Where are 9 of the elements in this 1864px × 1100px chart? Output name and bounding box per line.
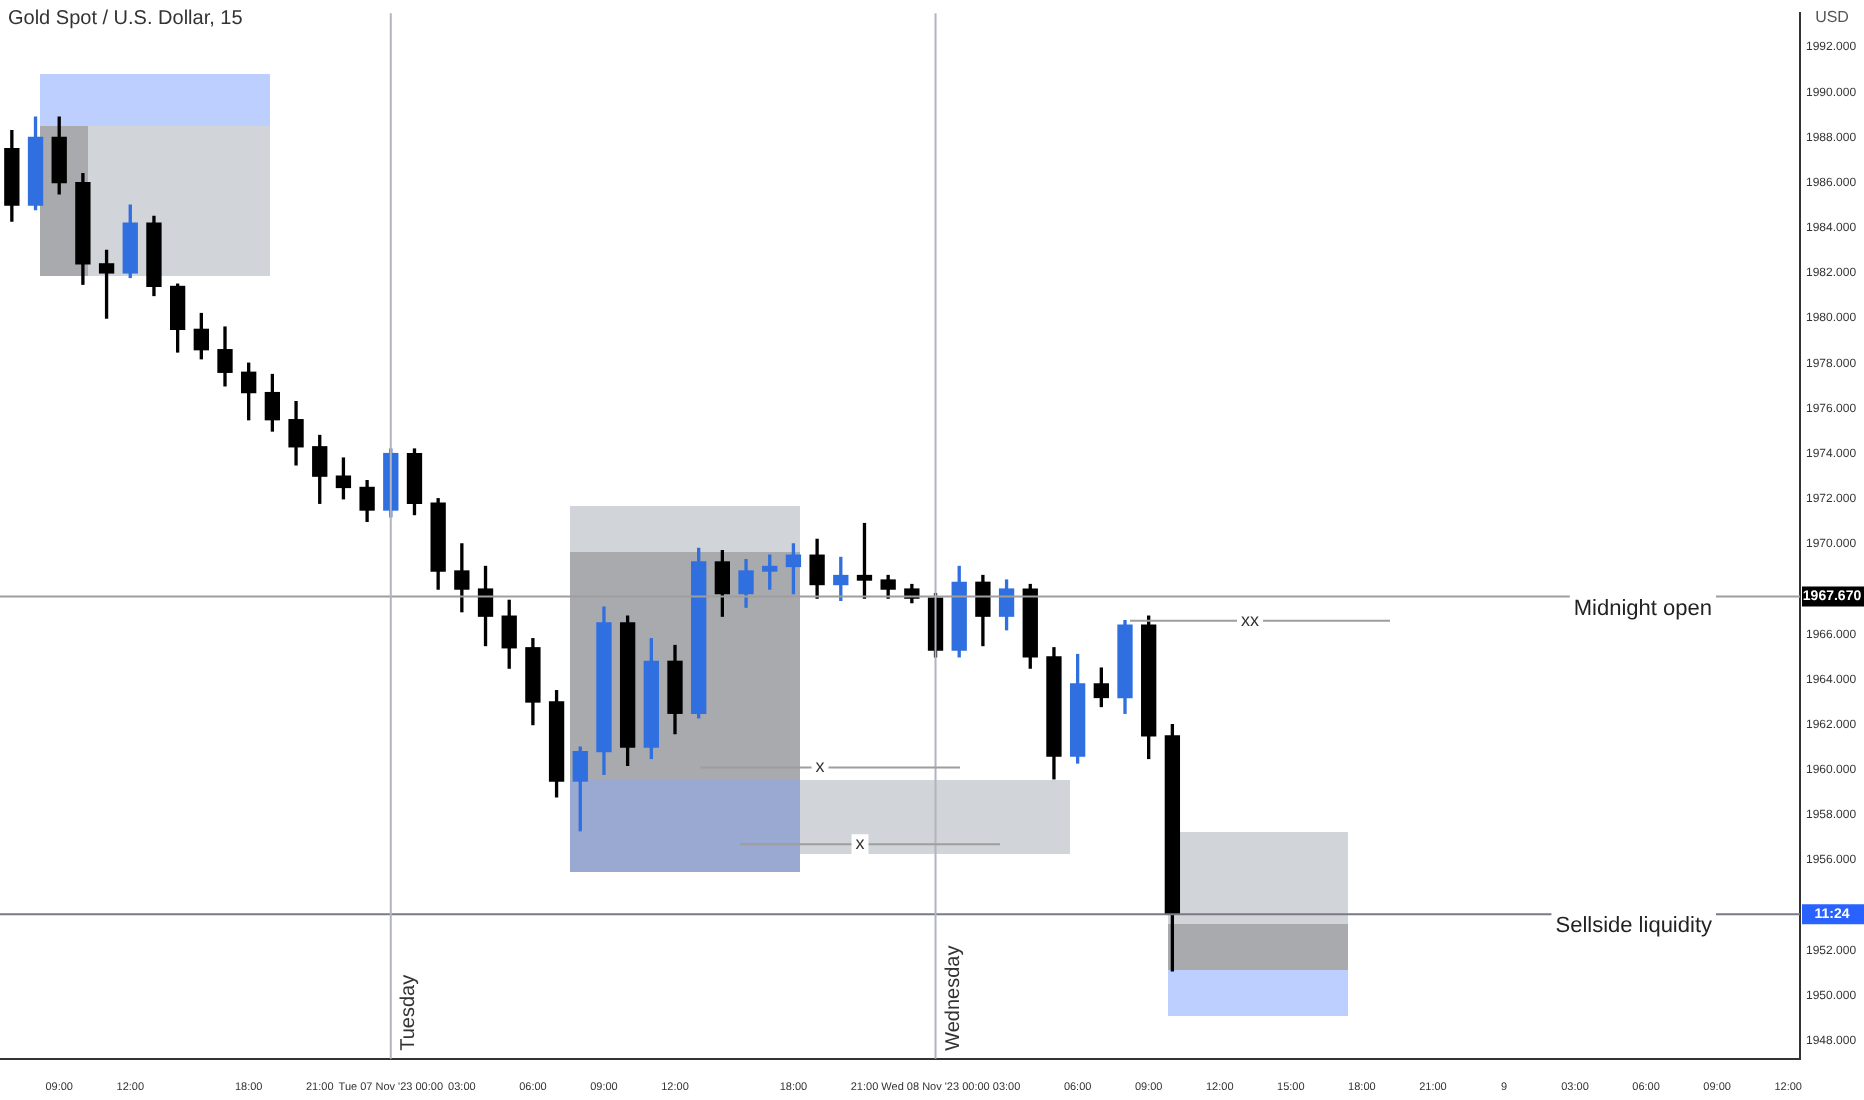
ref-line-label: Tuesday [398,974,421,1051]
ref-line-label: Wednesday [943,945,966,1051]
annotation: x [855,833,866,854]
annotation: x [815,756,826,777]
annotation: xx [1241,609,1260,630]
ref-line-label: Sellside liquidity [1555,914,1713,939]
ref-line-label: Midnight open [1573,596,1712,621]
chart-title: Gold Spot / U.S. Dollar, 15 [8,7,244,30]
y-axis-title: USD [1815,8,1850,27]
